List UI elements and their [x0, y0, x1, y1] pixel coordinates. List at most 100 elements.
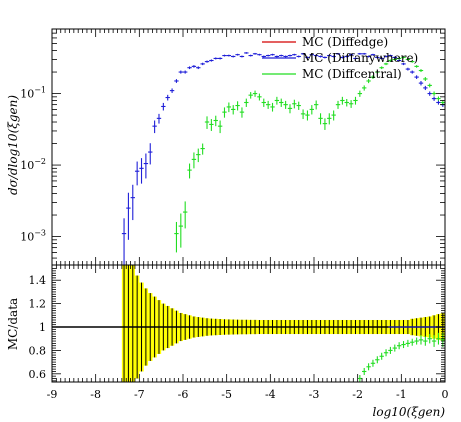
main-point — [270, 102, 275, 112]
main-point — [362, 52, 367, 55]
main-point — [340, 56, 345, 59]
main-point — [410, 60, 415, 63]
main-point — [213, 115, 218, 127]
main-point — [143, 153, 149, 179]
main-point — [340, 96, 345, 105]
main-point — [196, 148, 201, 163]
main-point — [252, 90, 258, 97]
main-point — [283, 100, 288, 109]
ratio-point — [423, 336, 428, 346]
main-point — [204, 60, 210, 63]
main-point — [261, 55, 266, 58]
main-point — [401, 56, 406, 59]
ratio-point — [388, 346, 393, 354]
data-layer — [121, 52, 445, 382]
main-point — [431, 96, 437, 101]
ratio-point — [362, 367, 367, 375]
ratio-point — [392, 344, 397, 352]
main-point — [396, 59, 402, 62]
main-point — [431, 91, 437, 96]
ratio-point — [436, 332, 441, 345]
x-tick-label: -9 — [47, 388, 58, 401]
main-point — [217, 57, 223, 60]
main-point — [318, 113, 323, 125]
main-point — [344, 55, 349, 58]
main-point — [322, 118, 328, 130]
main-point — [348, 53, 354, 56]
main-point — [436, 100, 441, 105]
ratio-point — [379, 352, 384, 360]
main-point — [156, 113, 162, 124]
main-point — [265, 100, 271, 109]
main-point — [357, 52, 363, 55]
ratio-point — [375, 356, 380, 364]
main-point — [370, 75, 376, 79]
main-point — [362, 85, 367, 91]
main-point — [327, 113, 332, 125]
ratio-point — [366, 363, 371, 371]
main-point — [187, 163, 192, 179]
main-point — [200, 143, 205, 155]
main-point — [379, 66, 384, 70]
ratio-point — [427, 334, 432, 344]
main-point — [226, 54, 232, 57]
main-point — [196, 66, 201, 70]
x-tick-label: -7 — [134, 388, 145, 401]
ratio-point — [410, 338, 415, 346]
ratio-point — [396, 342, 402, 350]
ratio-y-tick-label: 1.2 — [29, 298, 47, 311]
ratio-y-axis-title: MC/data — [6, 298, 20, 350]
main-point — [327, 54, 332, 57]
x-tick-label: -6 — [178, 388, 189, 401]
x-tick-label: -1 — [396, 388, 407, 401]
main-point — [235, 53, 240, 56]
ratio-point — [431, 335, 437, 347]
main-point — [335, 52, 341, 55]
main-y-axis-title: dσ/dlog10(ξgen) — [6, 95, 20, 195]
main-point — [392, 58, 397, 61]
main-point — [134, 161, 140, 186]
main-point — [292, 99, 297, 109]
ratio-point — [383, 349, 389, 357]
main-point — [383, 62, 389, 66]
main-point — [440, 100, 445, 105]
main-point — [239, 55, 245, 58]
main-point — [401, 62, 406, 66]
main-point — [174, 79, 179, 83]
main-point — [366, 55, 371, 58]
main-point — [174, 221, 179, 253]
main-point — [392, 56, 397, 59]
x-tick-label: 0 — [442, 388, 449, 401]
ratio-band-layer — [121, 265, 445, 382]
main-point — [209, 59, 214, 62]
legend-label: MC (Diffcentral) — [302, 67, 402, 81]
main-point — [274, 96, 280, 105]
main-point — [231, 105, 236, 115]
main-point — [126, 192, 131, 240]
main-point — [244, 98, 249, 107]
main-point — [366, 78, 371, 84]
main-point — [165, 94, 170, 101]
main-point — [418, 80, 424, 86]
main-point — [200, 62, 205, 66]
main-point — [410, 70, 415, 74]
main-point — [423, 77, 428, 81]
main-point — [314, 54, 319, 57]
main-point — [396, 57, 402, 60]
main-point — [226, 102, 232, 113]
main-point — [121, 218, 127, 265]
main-point — [139, 158, 144, 184]
x-axis-title: log10(ξgen) — [373, 405, 446, 419]
main-point — [187, 66, 192, 70]
main-point — [344, 98, 349, 107]
main-point — [335, 100, 341, 109]
ratio-point — [405, 339, 411, 347]
main-point — [248, 54, 253, 57]
main-point — [279, 54, 284, 57]
ratio-point — [370, 359, 376, 367]
main-y-tick-label: 10−2 — [20, 157, 46, 172]
main-point — [405, 67, 411, 71]
main-point — [209, 119, 214, 131]
ratio-y-tick-label: 0.8 — [29, 344, 47, 357]
